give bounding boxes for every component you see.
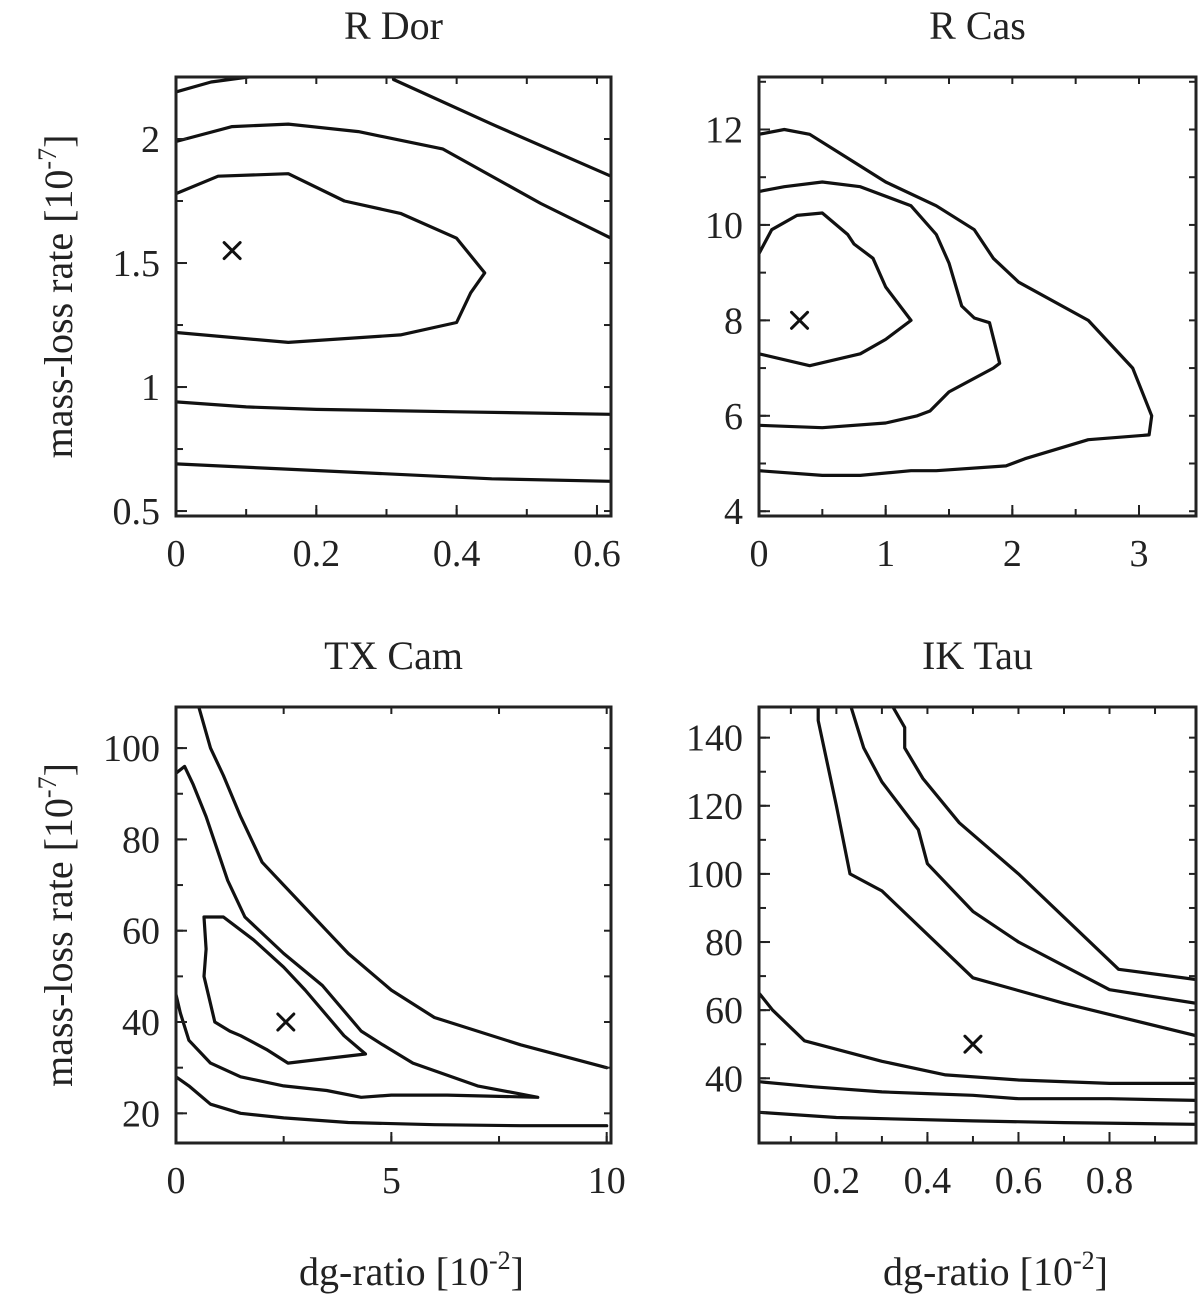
axes-frame xyxy=(174,75,613,518)
contour-line-4 xyxy=(176,172,487,344)
y-tick-label: 80 xyxy=(705,922,743,964)
y-tick-label: 120 xyxy=(686,786,743,828)
contour-line-3 xyxy=(759,211,913,368)
x-tick-label: 5 xyxy=(382,1160,401,1202)
y-tick-label: 10 xyxy=(705,205,743,247)
y-tick-label: 1 xyxy=(141,367,160,409)
contour-line-3 xyxy=(759,991,1196,1085)
contour-line-2 xyxy=(391,77,611,178)
contour-line-5 xyxy=(176,400,611,416)
axes-frame xyxy=(757,705,1198,1145)
y-tick-label: 60 xyxy=(705,990,743,1032)
panel-title: R Cas xyxy=(929,3,1026,48)
y-tick-label: 2 xyxy=(141,119,160,161)
contour-line-1 xyxy=(759,127,1154,477)
y-tick-label: 140 xyxy=(686,718,743,760)
x-axis-label: dg-ratio [10-2] xyxy=(883,1246,1108,1294)
contour-line-3 xyxy=(176,122,611,240)
contour-line-6 xyxy=(891,707,1196,982)
x-tick-label: 0.4 xyxy=(433,533,481,575)
contour-line-2 xyxy=(759,180,1002,430)
x-axis-label: dg-ratio [10-2] xyxy=(299,1246,524,1294)
y-tick-label: 100 xyxy=(686,854,743,896)
panel-title: TX Cam xyxy=(324,633,463,678)
y-tick-label: 60 xyxy=(122,911,160,953)
y-axis-label: mass-loss rate [10-7] xyxy=(33,763,81,1087)
best-fit-marker xyxy=(963,1034,983,1054)
x-tick-label: 10 xyxy=(588,1160,626,1202)
x-tick-label: 0 xyxy=(167,533,186,575)
x-tick-label: 0.2 xyxy=(293,533,341,575)
x-tick-label: 1 xyxy=(876,533,895,575)
panel-tx-cam: TX Cam 0 5 10 20 40 60 80 100 mass-loss rate [10-… xyxy=(33,633,626,1294)
best-fit-marker xyxy=(222,241,242,261)
contour-line-1 xyxy=(176,1075,609,1128)
panel-title: IK Tau xyxy=(922,633,1033,678)
panel-title: R Dor xyxy=(344,3,443,48)
y-tick-label: 100 xyxy=(103,728,160,770)
best-fit-marker xyxy=(276,1012,296,1032)
axes-frame xyxy=(174,705,613,1145)
x-tick-label: 0.6 xyxy=(573,533,621,575)
contour-line-4 xyxy=(816,707,1196,1038)
contour-line-1 xyxy=(759,1110,1196,1126)
axes-frame xyxy=(757,75,1198,518)
y-tick-label: 4 xyxy=(724,491,743,533)
y-tick-label: 1.5 xyxy=(113,243,161,285)
panel-r-dor: R Dor 0 0.2 0.4 0.6 0.5 1 1.5 2 mass-loss rate [1… xyxy=(33,3,621,575)
x-tick-label: 0 xyxy=(750,533,769,575)
y-tick-label: 8 xyxy=(724,300,743,342)
x-tick-label: 3 xyxy=(1130,533,1149,575)
y-tick-label: 80 xyxy=(122,819,160,861)
x-tick-label: 0.6 xyxy=(995,1160,1043,1202)
x-tick-label: 0.2 xyxy=(813,1160,861,1202)
x-tick-label: 0 xyxy=(167,1160,186,1202)
y-tick-label: 40 xyxy=(122,1002,160,1044)
y-tick-label: 20 xyxy=(122,1093,160,1135)
contour-line-5 xyxy=(849,707,1196,1005)
y-tick-label: 0.5 xyxy=(113,491,161,533)
contour-line-2 xyxy=(176,764,540,1099)
x-tick-label: 2 xyxy=(1003,533,1022,575)
y-axis-label: mass-loss rate [10-7] xyxy=(33,135,81,459)
best-fit-marker xyxy=(790,310,810,330)
contour-line-6 xyxy=(176,462,611,483)
y-tick-label: 6 xyxy=(724,396,743,438)
y-tick-label: 12 xyxy=(705,109,743,151)
panel-ik-tau: IK Tau 0.2 0.4 0.6 0.8 40 60 80 100 120 140 dg-rati… xyxy=(686,633,1198,1294)
y-tick-label: 40 xyxy=(705,1058,743,1100)
x-tick-label: 0.4 xyxy=(904,1160,952,1202)
contour-line-2 xyxy=(759,1080,1196,1102)
contour-line-1 xyxy=(176,77,261,94)
contour-line-3 xyxy=(202,915,368,1065)
contour-line-4 xyxy=(197,707,609,1070)
x-tick-label: 0.8 xyxy=(1086,1160,1134,1202)
